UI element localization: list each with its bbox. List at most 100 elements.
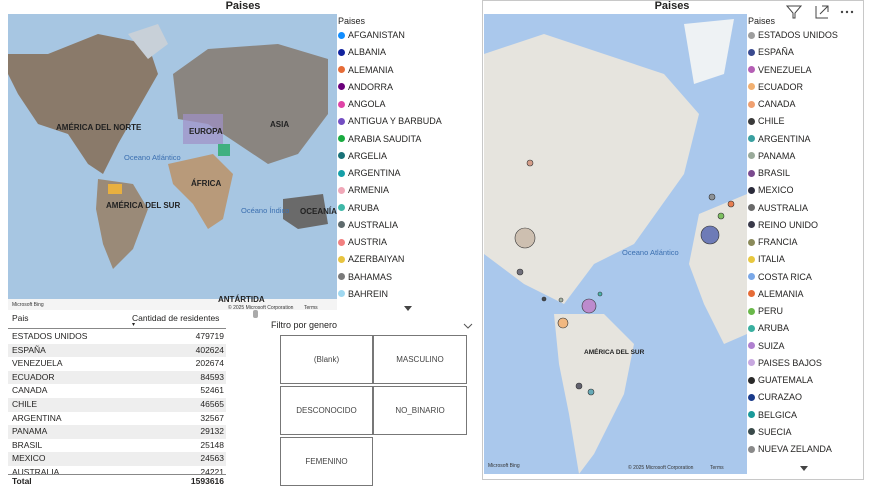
legend-item[interactable]: MEXICO xyxy=(748,183,794,197)
legend-item[interactable]: COSTA RICA xyxy=(748,270,812,284)
legend-item[interactable]: ARABIA SAUDITA xyxy=(338,132,421,146)
bubble-map: Oceano Atlántico AMÉRICA DEL SUR Microso… xyxy=(484,14,747,474)
legend-item[interactable]: ANDORRA xyxy=(338,80,393,94)
column-header[interactable]: Pais xyxy=(12,313,29,323)
cell-value: 84593 xyxy=(200,371,224,382)
cell-value: 25148 xyxy=(200,439,224,450)
legend-item[interactable]: ESPAÑA xyxy=(748,45,794,59)
legend-item[interactable]: BRASIL xyxy=(748,166,790,180)
table-header: Pais Cantidad de residentes ▾ xyxy=(12,313,220,328)
legend-item[interactable]: SUECIA xyxy=(748,425,792,439)
legend-item[interactable]: PERU xyxy=(748,304,783,318)
table-row: CHILE 46565 xyxy=(8,398,226,412)
legend-marker xyxy=(338,238,345,246)
legend-scroll[interactable] xyxy=(800,466,808,472)
slicer-option[interactable]: MASCULINO xyxy=(373,335,467,384)
visual-title: Paises xyxy=(225,0,261,12)
cell-value: 52461 xyxy=(200,385,224,396)
map-label: AMÉRICA DEL SUR xyxy=(106,201,180,210)
world-map: AMÉRICA DEL NORTE EUROPA ASIA Oceano Atl… xyxy=(8,14,337,310)
legend-item[interactable]: ALEMANIA xyxy=(338,63,394,77)
legend-item[interactable]: BELGICA xyxy=(748,408,797,422)
legend-item[interactable]: PANAMA xyxy=(748,149,795,163)
legend-item[interactable]: ALBANIA xyxy=(338,45,386,59)
legend-item[interactable]: NUEVA ZELANDA xyxy=(748,442,832,456)
map-label: AMÉRICA DEL SUR xyxy=(584,347,645,356)
map-label: ÁFRICA xyxy=(191,179,221,188)
legend-item[interactable]: ARUBA xyxy=(748,321,789,335)
legend-label: FRANCIA xyxy=(758,237,798,247)
map-label: ASIA xyxy=(270,120,289,129)
legend-item[interactable]: SUIZA xyxy=(748,339,785,353)
slicer-option[interactable]: (Blank) xyxy=(280,335,373,384)
legend-item[interactable]: ARMENIA xyxy=(338,183,389,197)
table-row: PANAMA 29132 xyxy=(8,425,226,439)
legend-item[interactable]: ALEMANIA xyxy=(748,287,804,301)
legend-item[interactable]: PAISES BAJOS xyxy=(748,356,822,370)
slicer-dropdown[interactable] xyxy=(463,322,473,330)
terms-link[interactable]: Terms xyxy=(304,305,318,310)
legend-item[interactable]: REINO UNIDO xyxy=(748,218,818,232)
slicer-option[interactable]: NO_BINARIO xyxy=(373,386,467,435)
visual-title: Paises xyxy=(654,0,690,12)
legend-item[interactable]: AUSTRALIA xyxy=(748,201,808,215)
legend-label: ALBANIA xyxy=(348,47,387,58)
terms-link[interactable]: Terms xyxy=(710,465,724,471)
visual-frame xyxy=(482,0,864,480)
legend-item[interactable]: ANTIGUA Y BARBUDA xyxy=(338,114,442,128)
legend-marker xyxy=(748,393,755,401)
legend-label: GUATEMALA xyxy=(758,375,813,385)
legend-item[interactable]: GUATEMALA xyxy=(748,373,813,387)
table-row: ECUADOR 84593 xyxy=(8,370,226,385)
legend-marker xyxy=(748,428,755,436)
legend-label: REINO UNIDO xyxy=(758,219,819,230)
table-row: AUSTRALIA 24221 xyxy=(8,466,226,474)
slicer-option[interactable]: FEMENINO xyxy=(280,437,373,486)
slicer-option[interactable]: DESCONOCIDO xyxy=(280,386,373,435)
legend-item[interactable]: CANADA xyxy=(748,97,796,111)
legend-item[interactable]: CHILE xyxy=(748,114,785,128)
legend-item[interactable]: ESTADOS UNIDOS xyxy=(748,28,838,42)
legend-label: VENEZUELA xyxy=(758,64,812,75)
legend-label: CURAZAO xyxy=(758,392,803,403)
legend-item[interactable]: FRANCIA xyxy=(748,235,798,249)
total-label: Total xyxy=(12,476,32,486)
legend-item[interactable]: AFGANISTAN xyxy=(338,28,405,42)
legend-item[interactable]: ITALIA xyxy=(748,252,785,266)
cell-country: CANADA xyxy=(12,385,48,396)
legend-item[interactable]: ARGELIA xyxy=(338,149,387,163)
ocean-label: Océano Índico xyxy=(241,206,289,215)
legend-item[interactable]: CURAZAO xyxy=(748,390,802,404)
column-header[interactable]: Cantidad de residentes xyxy=(132,313,220,323)
visual-header-icons[interactable] xyxy=(786,4,856,20)
legend-label: ECUADOR xyxy=(758,81,804,92)
legend-marker xyxy=(338,100,345,108)
legend-item[interactable]: ECUADOR xyxy=(748,80,803,94)
bing-logo: Microsoft Bing xyxy=(488,463,520,469)
legend-marker xyxy=(338,135,345,142)
legend-marker xyxy=(748,342,755,349)
legend-item[interactable]: VENEZUELA xyxy=(748,63,812,77)
total-value: 1593616 xyxy=(190,476,224,486)
legend-marker xyxy=(338,204,345,211)
legend-marker xyxy=(748,135,755,142)
cell-value: 24221 xyxy=(200,467,224,474)
legend-item[interactable]: BAHAMAS xyxy=(338,270,392,284)
ocean-label: Oceano Atlántico xyxy=(622,248,679,257)
table-row: ARGENTINA 32567 xyxy=(8,412,226,426)
bing-logo: Microsoft Bing xyxy=(12,302,44,308)
legend-item[interactable]: ANGOLA xyxy=(338,97,386,111)
legend-item[interactable]: AUSTRALIA xyxy=(338,218,398,232)
legend-item[interactable]: ARUBA xyxy=(338,201,379,215)
table-row: CANADA 52461 xyxy=(8,384,226,398)
cell-country: PANAMA xyxy=(12,426,48,437)
legend-item[interactable]: ARGENTINA xyxy=(338,166,401,180)
table: Pais Cantidad de residentes ▾ ESTADOS UN… xyxy=(8,310,228,487)
legend-item[interactable]: ARGENTINA xyxy=(748,132,811,146)
legend-item[interactable]: AZERBAIYAN xyxy=(338,252,404,266)
legend-item[interactable]: BAHREIN xyxy=(338,287,388,301)
legend-scroll[interactable] xyxy=(404,306,412,312)
table-total: Total 1593616 xyxy=(8,474,226,489)
legend-item[interactable]: AUSTRIA xyxy=(338,235,387,249)
